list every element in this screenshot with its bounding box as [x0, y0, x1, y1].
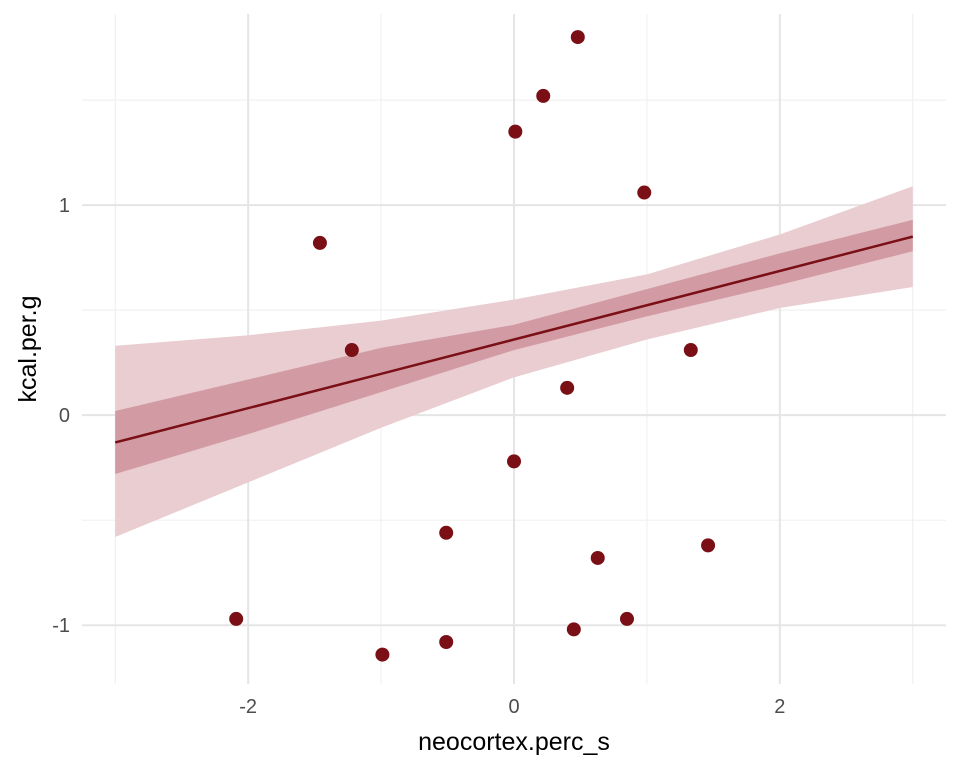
x-tick-label: -2	[239, 696, 257, 718]
data-point	[229, 611, 244, 626]
data-point	[344, 343, 359, 358]
data-point	[439, 525, 454, 540]
x-tick-label: 0	[508, 696, 519, 718]
data-point	[683, 343, 698, 358]
data-point	[566, 622, 581, 637]
data-point	[570, 30, 585, 45]
data-point	[312, 235, 327, 250]
x-tick-label: 2	[774, 696, 785, 718]
y-tick-label: 0	[59, 405, 70, 427]
inner-credible-band	[115, 219, 913, 474]
data-point	[439, 634, 454, 649]
y-tick-label: -1	[52, 615, 70, 637]
data-point	[701, 538, 716, 553]
data-point	[619, 611, 634, 626]
y-axis-title: kcal.per.g	[14, 295, 42, 402]
data-point	[375, 647, 390, 662]
regression-line	[114, 235, 914, 444]
tick-labels: -2 0 2 -1 0 1	[52, 195, 785, 718]
data-point	[536, 88, 551, 103]
x-axis-title: neocortex.perc_s	[418, 728, 610, 756]
y-tick-label: 1	[59, 195, 70, 217]
data-point	[508, 124, 523, 139]
data-point	[507, 454, 521, 469]
data-point	[560, 380, 575, 395]
data-points	[229, 30, 716, 662]
data-point	[637, 185, 652, 200]
data-point	[590, 550, 605, 565]
